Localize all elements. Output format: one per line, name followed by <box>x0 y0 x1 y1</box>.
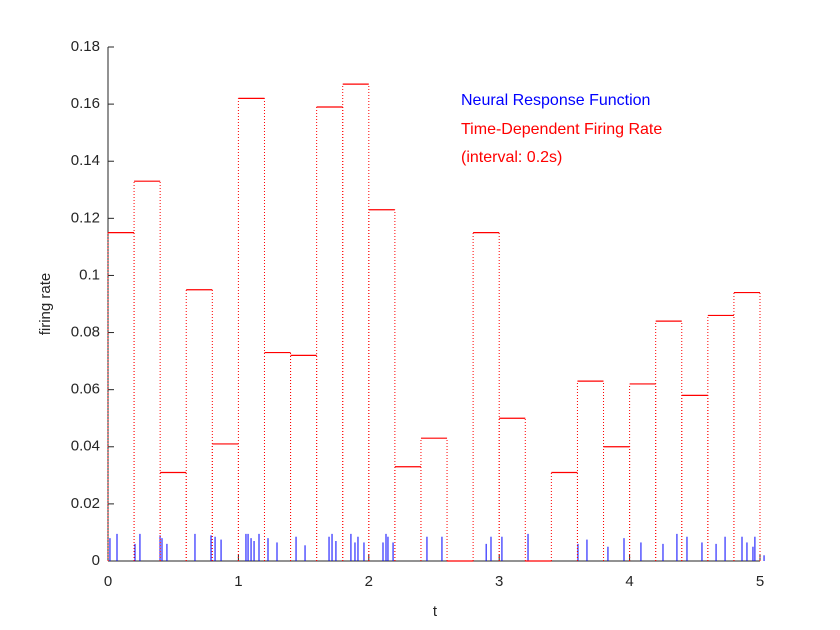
legend-entry: Time-Dependent Firing Rate <box>461 121 662 138</box>
x-tick-label: 5 <box>756 573 764 590</box>
y-tick-label: 0.02 <box>71 495 100 512</box>
x-tick-label: 1 <box>234 573 242 590</box>
legend-entry: Neural Response Function <box>461 92 650 109</box>
x-tick-label: 4 <box>625 573 633 590</box>
y-tick-label: 0 <box>92 552 100 569</box>
y-tick-label: 0.16 <box>71 95 100 112</box>
x-tick-label: 0 <box>104 573 112 590</box>
y-axis-label: firing rate <box>37 273 54 336</box>
y-tick-label: 0.1 <box>79 266 100 283</box>
y-tick-label: 0.18 <box>71 38 100 55</box>
y-tick-label: 0.08 <box>71 324 100 341</box>
x-tick-label: 2 <box>365 573 373 590</box>
y-tick-label: 0.12 <box>71 209 100 226</box>
y-tick-label: 0.14 <box>71 152 100 169</box>
x-axis-label: t <box>433 603 438 620</box>
y-tick-label: 0.04 <box>71 438 100 455</box>
y-tick-label: 0.06 <box>71 381 100 398</box>
x-tick-label: 3 <box>495 573 503 590</box>
annotation: (interval: 0.2s) <box>461 149 562 166</box>
